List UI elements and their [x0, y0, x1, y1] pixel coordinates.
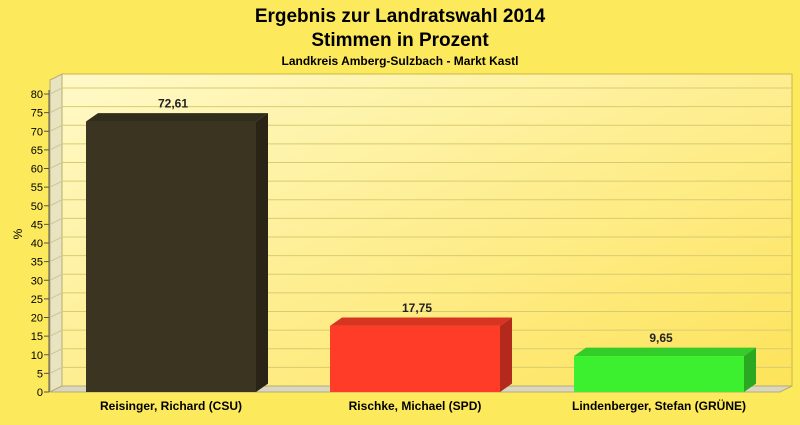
y-tick-label: 50 [31, 201, 43, 213]
y-tick-label: 25 [31, 294, 43, 306]
y-tick-label: 70 [31, 126, 43, 138]
gridline-side [49, 199, 63, 207]
chart-title: Ergebnis zur Landratswahl 2014 [255, 6, 546, 27]
y-tick-label: 40 [31, 238, 43, 250]
y-axis-label: % [11, 228, 25, 239]
gridline-side [49, 255, 63, 263]
bar-side [744, 347, 756, 392]
gridline-side [49, 366, 63, 374]
y-tick-label: 30 [31, 275, 43, 287]
y-tick-label: 55 [31, 182, 43, 194]
chart-subtitle: Stimmen in Prozent [311, 30, 489, 51]
y-tick-label: 15 [31, 331, 43, 343]
gridline-side [49, 348, 63, 356]
gridline-side [49, 292, 63, 300]
bar-top [330, 317, 512, 326]
x-tick-label: Rischke, Michael (SPD) [349, 399, 482, 413]
gridline-side [49, 329, 63, 337]
y-tick-label: 45 [31, 219, 43, 231]
bar-side [500, 317, 512, 392]
x-tick-label: Lindenberger, Stefan (GRÜNE) [572, 398, 746, 413]
y-tick-label: 60 [31, 164, 43, 176]
data-label: 9,65 [649, 331, 673, 345]
gridline-side [49, 311, 63, 318]
y-tick-label: 75 [31, 108, 43, 120]
gridline-side [49, 236, 63, 244]
y-tick-label: 20 [31, 313, 43, 325]
y-tick-label: 35 [31, 257, 43, 269]
y-tick-label: 65 [31, 145, 43, 157]
x-tick-label: Reisinger, Richard (CSU) [100, 399, 242, 413]
gridline-side [49, 106, 63, 114]
y-tick-label: 10 [31, 350, 43, 362]
y-tick-label: 80 [31, 89, 43, 101]
plot-side-wall [49, 73, 63, 393]
bar-top [574, 347, 756, 357]
bar [330, 325, 500, 392]
gridline-side [49, 273, 63, 281]
y-tick-label: 0 [37, 387, 43, 399]
data-label: 17,75 [402, 301, 432, 315]
gridline-side [49, 124, 63, 132]
gridline-side [49, 180, 63, 188]
y-tick-label: 5 [37, 368, 43, 380]
data-label: 72,61 [158, 97, 188, 111]
gridline-side [49, 87, 63, 95]
gridline-side [49, 162, 63, 169]
gridline-side [49, 143, 63, 151]
bar [574, 356, 744, 392]
bar [86, 121, 256, 393]
gridline-side [49, 217, 63, 225]
bar-side [256, 113, 268, 392]
chart-region: Landkreis Amberg-Sulzbach - Markt Kastl [282, 54, 519, 68]
bar-top [86, 113, 268, 122]
